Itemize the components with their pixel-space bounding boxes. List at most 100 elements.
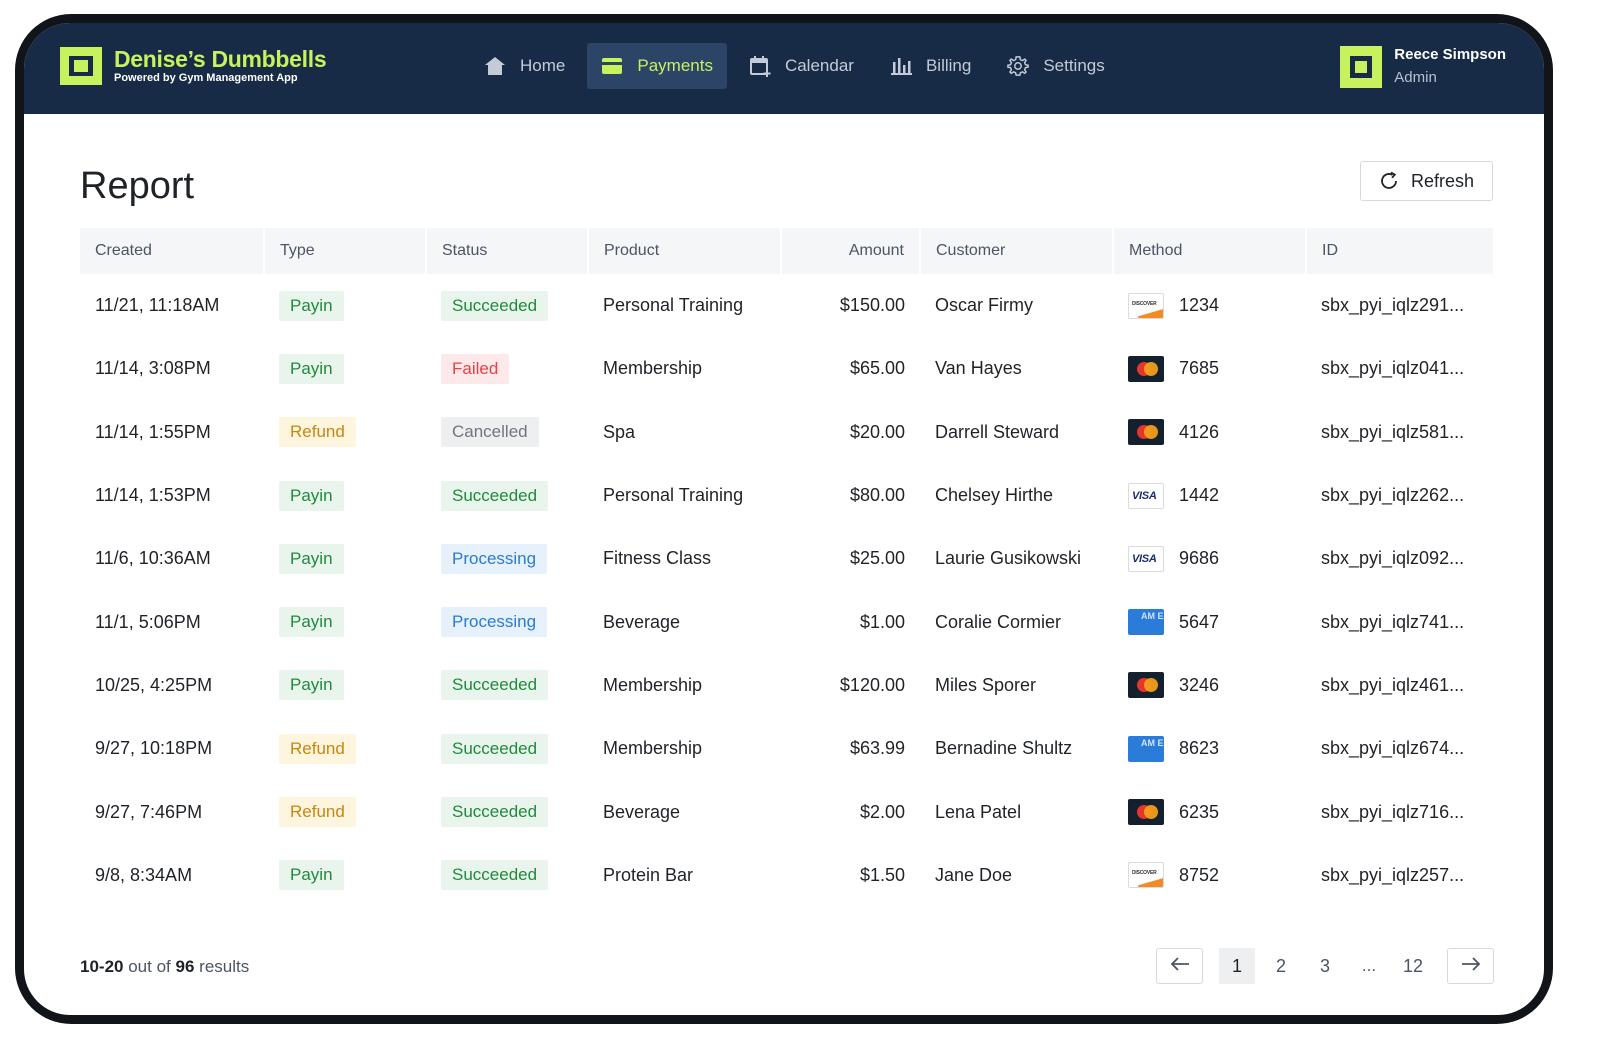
cell-amount: $80.00: [849, 485, 905, 506]
cell-id[interactable]: sbx_pyi_iqlz741...: [1321, 611, 1465, 632]
table-body: 11/21, 11:18AM Payin Succeeded Personal Tra…: [80, 274, 1493, 907]
cell-product: Spa: [603, 421, 636, 442]
column-header-created[interactable]: Created: [80, 228, 265, 274]
column-header-id[interactable]: ID: [1306, 228, 1493, 274]
nav-home[interactable]: Home: [470, 43, 579, 89]
table-row[interactable]: 11/21, 11:18AM Payin Succeeded Personal Tra…: [80, 274, 1493, 337]
card-last4: 7685: [1179, 358, 1220, 379]
cell-id[interactable]: sbx_pyi_iqlz092...: [1321, 548, 1465, 569]
cell-customer: Coralie Cormier: [935, 611, 1062, 632]
mastercard-card-icon: [1128, 419, 1164, 446]
type-badge: Payin: [279, 353, 344, 384]
cell-method: AM EX 8623: [1113, 717, 1306, 780]
cell-amount: $25.00: [849, 548, 905, 569]
brand-subtitle: Powered by Gym Management App: [114, 72, 298, 84]
card-last4: 1442: [1179, 485, 1220, 506]
cell-id[interactable]: sbx_pyi_iqlz291...: [1321, 295, 1465, 316]
status-badge: Succeeded: [441, 860, 549, 891]
status-badge: Succeeded: [441, 733, 549, 764]
table-row[interactable]: 9/27, 10:18PM Refund Succeeded Membership $6…: [80, 717, 1493, 780]
cell-id[interactable]: sbx_pyi_iqlz041...: [1321, 358, 1465, 379]
cell-created: 11/6, 10:36AM: [95, 548, 211, 569]
type-badge: Payin: [279, 860, 344, 891]
card-last4: 3246: [1179, 674, 1220, 695]
cell-created: 11/14, 3:08PM: [95, 358, 211, 379]
nav-payments[interactable]: Payments: [587, 43, 727, 89]
cell-customer: Lena Patel: [935, 801, 1022, 822]
cell-customer: Laurie Gusikowski: [935, 548, 1082, 569]
card-last4: 9686: [1179, 548, 1220, 569]
table-row[interactable]: 9/8, 8:34AM Payin Succeeded Protein Bar $1.5…: [80, 844, 1493, 907]
cell-product: Membership: [603, 674, 703, 695]
type-badge: Payin: [279, 290, 344, 321]
cell-method: AM EX 5647: [1113, 590, 1306, 653]
page-button-12[interactable]: 12: [1402, 955, 1424, 976]
page-button-1[interactable]: 1: [1219, 948, 1255, 984]
page-title: Report: [80, 165, 195, 207]
cell-method: 7685: [1113, 337, 1306, 400]
cell-id[interactable]: sbx_pyi_iqlz257...: [1321, 864, 1465, 885]
cell-id[interactable]: sbx_pyi_iqlz262...: [1321, 485, 1465, 506]
status-badge: Processing: [441, 543, 548, 574]
card-last4: 5647: [1179, 611, 1220, 632]
column-header-type[interactable]: Type: [264, 228, 427, 274]
user-menu[interactable]: Reece Simpson Admin: [1340, 45, 1506, 89]
cell-customer: Van Hayes: [935, 358, 1022, 379]
cell-customer: Darrell Steward: [935, 421, 1060, 442]
cell-id[interactable]: sbx_pyi_iqlz461...: [1321, 674, 1465, 695]
column-header-product[interactable]: Product: [588, 228, 782, 274]
table-row[interactable]: 11/1, 5:06PM Payin Processing Beverage $1.00…: [80, 590, 1493, 653]
cell-customer: Miles Sporer: [935, 674, 1037, 695]
nav-settings-label: Settings: [1043, 56, 1105, 75]
results-total: 96: [175, 957, 195, 976]
column-header-customer[interactable]: Customer: [920, 228, 1114, 274]
type-badge: Refund: [279, 733, 356, 764]
brand[interactable]: Denise’s Dumbbells Powered by Gym Manage…: [60, 47, 327, 85]
previous-page-button[interactable]: [1156, 948, 1203, 984]
column-header-method[interactable]: Method: [1113, 228, 1307, 274]
cell-product: Personal Training: [603, 295, 744, 316]
cell-id[interactable]: sbx_pyi_iqlz716...: [1321, 801, 1465, 822]
table-row[interactable]: 11/14, 1:55PM Refund Cancelled Spa $20.00 Dar…: [80, 401, 1493, 464]
nav-home-label: Home: [520, 56, 566, 75]
cell-id[interactable]: sbx_pyi_iqlz674...: [1321, 738, 1465, 759]
cell-id[interactable]: sbx_pyi_iqlz581...: [1321, 421, 1465, 442]
brand-logo-icon: [60, 47, 102, 85]
cell-created: 9/8, 8:34AM: [95, 864, 193, 885]
nav-billing[interactable]: Billing: [876, 43, 985, 89]
avatar: [1340, 46, 1383, 88]
results-summary: 10-20 out of 96 results: [80, 957, 249, 977]
cell-product: Fitness Class: [603, 548, 712, 569]
type-badge: Refund: [279, 797, 356, 828]
table-row[interactable]: 9/27, 7:46PM Refund Succeeded Beverage $2.00…: [80, 780, 1493, 843]
cell-amount: $120.00: [839, 674, 905, 695]
column-header-amount[interactable]: Amount: [781, 228, 921, 274]
results-out-of: out of: [128, 957, 171, 976]
cell-customer: Jane Doe: [935, 864, 1013, 885]
arrow-left-icon: [1170, 956, 1190, 976]
next-page-button[interactable]: [1447, 948, 1494, 984]
discover-card-icon: DISCOVER: [1128, 862, 1164, 889]
main-nav: Home Payments Calendar: [470, 43, 1127, 89]
results-range: 10-20: [80, 957, 124, 976]
column-header-status[interactable]: Status: [426, 228, 589, 274]
arrow-right-icon: [1461, 956, 1481, 976]
payments-table: Created Type Status Product Amount Custo…: [80, 228, 1493, 907]
table-row[interactable]: 10/25, 4:25PM Payin Succeeded Membership $12…: [80, 654, 1493, 717]
refresh-button[interactable]: Refresh: [1360, 161, 1493, 201]
table-row[interactable]: 11/6, 10:36AM Payin Processing Fitness Clas…: [80, 527, 1493, 590]
table-row[interactable]: 11/14, 1:53PM Payin Succeeded Personal Trai…: [80, 464, 1493, 527]
status-badge: Succeeded: [441, 290, 549, 321]
home-icon: [484, 55, 506, 77]
user-name: Reece Simpson: [1394, 46, 1506, 63]
nav-settings[interactable]: Settings: [993, 43, 1118, 89]
page-button-3[interactable]: 3: [1319, 955, 1330, 976]
cell-method: DISCOVER 8752: [1113, 844, 1306, 907]
calendar-add-icon: [749, 55, 771, 77]
page-button-2[interactable]: 2: [1275, 955, 1286, 976]
cell-method: DISCOVER 1234: [1113, 274, 1306, 337]
table-row[interactable]: 11/14, 3:08PM Payin Failed Membership $65.00…: [80, 337, 1493, 400]
table-header-row: Created Type Status Product Amount Custo…: [80, 228, 1493, 274]
nav-calendar[interactable]: Calendar: [735, 43, 868, 89]
type-badge: Payin: [279, 480, 344, 511]
